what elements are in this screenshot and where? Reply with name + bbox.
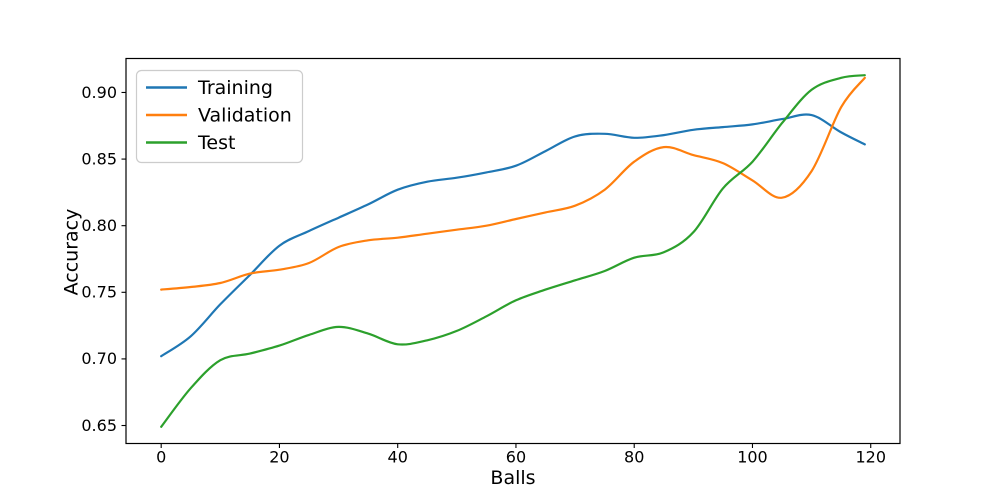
x-tick-label: 120 xyxy=(855,448,886,467)
legend-label-validation: Validation xyxy=(198,104,292,126)
series-line-test xyxy=(160,74,866,428)
legend-label-training: Training xyxy=(197,77,273,99)
series-line-validation xyxy=(160,76,866,291)
plot-border xyxy=(125,57,901,445)
legend-label-test: Test xyxy=(197,132,235,154)
x-axis-label: Balls xyxy=(490,467,535,489)
y-tick-label: 0.90 xyxy=(81,83,117,102)
x-tick-label: 60 xyxy=(506,448,526,467)
series-line-training xyxy=(160,113,866,358)
x-tick-label: 0 xyxy=(156,448,166,467)
y-tick-label: 0.80 xyxy=(81,216,117,235)
x-axis: 0 20 40 60 80 100 120 xyxy=(156,443,886,467)
x-tick-label: 100 xyxy=(737,448,768,467)
y-tick-label: 0.65 xyxy=(81,416,117,435)
series-group xyxy=(160,74,866,428)
y-axis-label: Accuracy xyxy=(60,209,82,296)
x-tick-label: 20 xyxy=(269,448,289,467)
y-tick-label: 0.85 xyxy=(81,149,117,168)
legend: Training Validation Test xyxy=(135,69,304,164)
x-tick-label: 40 xyxy=(388,448,408,467)
y-axis: 0.65 0.70 0.75 0.80 0.85 0.90 xyxy=(81,83,126,435)
x-tick-label: 80 xyxy=(624,448,644,467)
y-tick-label: 0.75 xyxy=(81,283,117,302)
legend-box xyxy=(135,69,304,164)
y-tick-label: 0.70 xyxy=(81,349,117,368)
